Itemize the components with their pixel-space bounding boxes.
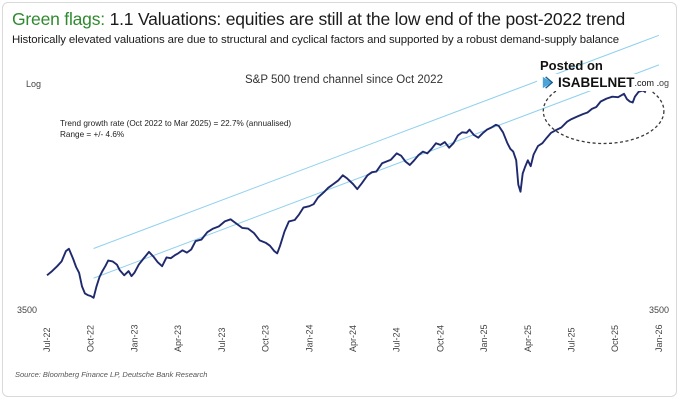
highlight-ellipse [542, 77, 665, 145]
x-tick-label: Jan-24 [304, 324, 314, 352]
x-tick-label: Jul-23 [217, 327, 227, 352]
watermark-posted-on: Posted on [540, 58, 603, 73]
isabelnet-logo-icon [542, 76, 554, 89]
subtitle: Historically elevated valuations are due… [12, 34, 619, 46]
x-tick-label: Apr-23 [173, 325, 183, 352]
watermark-brand: ISABELNET [558, 75, 635, 90]
x-axis: Jul-22 Oct-22 Jan-23 Apr-23 Jul-23 Oct-23 Jan-… [42, 324, 664, 352]
x-tick-label: Apr-24 [348, 325, 358, 352]
x-tick-label: Oct-25 [610, 325, 620, 352]
x-tick-label: Oct-24 [435, 325, 445, 352]
x-tick-label: Apr-25 [523, 325, 533, 352]
series-line-sp500 [46, 89, 647, 299]
y-axis-label-left: Log [26, 79, 41, 89]
x-tick-label: Jan-25 [479, 324, 489, 352]
watermark: ISABELNET .com [537, 74, 658, 91]
x-tick-label: Jul-25 [567, 327, 577, 352]
watermark-suffix: .com [634, 77, 655, 88]
trend-channel-upper-line [93, 34, 660, 249]
y-tick-right: 3500 [649, 305, 669, 315]
headline: Green flags: 1.1 Valuations: equities ar… [12, 9, 625, 30]
x-tick-label: Jan-26 [654, 324, 664, 352]
chart-title: S&P 500 trend channel since Oct 2022 [245, 74, 443, 86]
headline-flag: Green flags: [12, 9, 105, 29]
x-tick-label: Jul-24 [392, 327, 402, 352]
headline-text: 1.1 Valuations: equities are still at th… [104, 9, 626, 29]
x-tick-label: Oct-23 [261, 325, 271, 352]
annotation-growth-rate: Trend growth rate (Oct 2022 to Mar 2025)… [60, 119, 291, 128]
x-tick-label: Jan-23 [129, 324, 139, 352]
annotation-range: Range = +/- 4.6% [60, 130, 124, 139]
source-note: Source: Bloomberg Finance LP, Deutsche B… [15, 370, 208, 379]
x-tick-label: Jul-22 [42, 327, 52, 352]
y-tick-left: 3500 [17, 305, 37, 315]
chart-card: Green flags: 1.1 Valuations: equities ar… [2, 2, 677, 397]
x-tick-label: Oct-22 [86, 325, 96, 352]
y-axis-label-right: Log [654, 78, 669, 88]
